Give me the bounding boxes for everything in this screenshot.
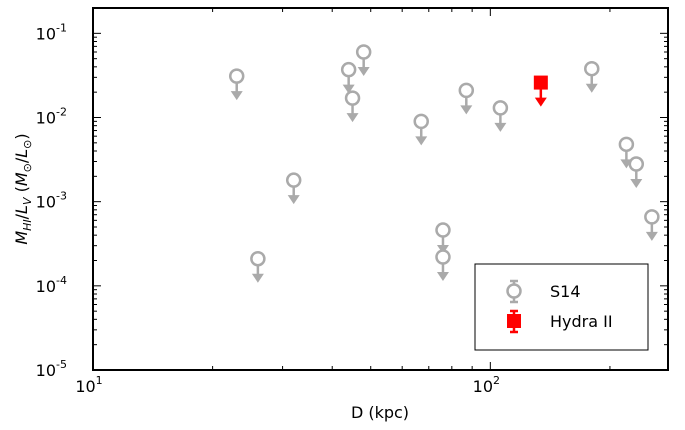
x-tick-label: 102 bbox=[473, 374, 500, 396]
marker-open-circle bbox=[628, 156, 645, 172]
marker-open-circle bbox=[435, 222, 451, 238]
data-point-s14 bbox=[435, 249, 451, 282]
data-point-s14 bbox=[458, 82, 475, 115]
marker-open-circle bbox=[285, 172, 302, 188]
data-point-hydra-ii bbox=[533, 75, 548, 107]
marker-open-circle bbox=[228, 68, 245, 84]
marker-open-circle bbox=[618, 136, 635, 153]
upper-limit-arrowhead bbox=[415, 136, 428, 146]
marker-open-circle bbox=[492, 100, 509, 116]
y-tick-label: 10-2 bbox=[36, 106, 67, 128]
marker-open-circle bbox=[250, 250, 266, 267]
axis-ticks: 101 102 10-5 10-4 10-3 10-2 10-1 bbox=[36, 7, 668, 396]
data-point-s14 bbox=[413, 113, 429, 146]
data-point-s14 bbox=[250, 250, 266, 283]
upper-limit-arrowhead bbox=[494, 122, 507, 132]
data-point-s14 bbox=[355, 44, 372, 77]
legend: S14 Hydra II bbox=[474, 263, 649, 351]
y-axis-title: MHI/LV (M⊙/L⊙) bbox=[12, 133, 34, 244]
data-point-s14 bbox=[340, 61, 357, 94]
upper-limit-arrowhead bbox=[230, 91, 243, 101]
marker-open-circle bbox=[644, 209, 660, 225]
upper-limit-arrowhead bbox=[251, 273, 264, 283]
upper-limit-arrowhead bbox=[630, 179, 643, 189]
upper-limit-arrowhead bbox=[585, 83, 598, 93]
y-tick-label: 10-1 bbox=[36, 21, 67, 43]
marker-open-circle bbox=[458, 82, 475, 99]
upper-limit-arrowhead bbox=[436, 272, 449, 282]
upper-limit-arrowhead bbox=[346, 113, 359, 123]
marker-open-circle bbox=[344, 90, 361, 106]
x-tick-label: 101 bbox=[75, 374, 102, 396]
upper-limit-arrowhead bbox=[342, 84, 355, 94]
marker-filled-square bbox=[533, 75, 548, 90]
y-tick-label: 10-3 bbox=[36, 190, 67, 212]
data-point-s14 bbox=[644, 209, 660, 241]
data-point-s14 bbox=[344, 90, 361, 123]
data-point-s14 bbox=[435, 222, 451, 255]
data-point-s14 bbox=[628, 156, 645, 189]
data-point-s14 bbox=[492, 100, 509, 132]
marker-open-circle bbox=[413, 113, 429, 130]
upper-limit-arrowhead bbox=[534, 97, 547, 107]
marker-open-circle bbox=[435, 249, 451, 265]
data-point-s14 bbox=[228, 68, 245, 101]
upper-limit-arrowhead bbox=[357, 67, 370, 77]
data-marks bbox=[228, 44, 660, 283]
legend-label-hydra-ii: Hydra II bbox=[550, 312, 613, 331]
upper-limit-arrowhead bbox=[287, 195, 300, 205]
marker-open-circle bbox=[584, 60, 600, 77]
legend-label-s14: S14 bbox=[550, 282, 581, 301]
x-axis-title: D (kpc) bbox=[351, 403, 409, 422]
y-tick-label: 10-5 bbox=[36, 358, 67, 380]
marker-open-circle bbox=[355, 44, 372, 60]
data-point-s14 bbox=[584, 60, 600, 93]
data-point-s14 bbox=[285, 172, 302, 205]
legend-marker-hydra-ii bbox=[507, 309, 521, 334]
marker-open-circle bbox=[340, 61, 357, 78]
y-tick-label: 10-4 bbox=[36, 274, 67, 296]
legend-box bbox=[474, 263, 649, 351]
upper-limit-arrowhead bbox=[645, 231, 658, 241]
plot-frame bbox=[92, 7, 669, 371]
upper-limit-arrowhead bbox=[460, 105, 473, 115]
legend-marker-s14 bbox=[506, 279, 522, 304]
